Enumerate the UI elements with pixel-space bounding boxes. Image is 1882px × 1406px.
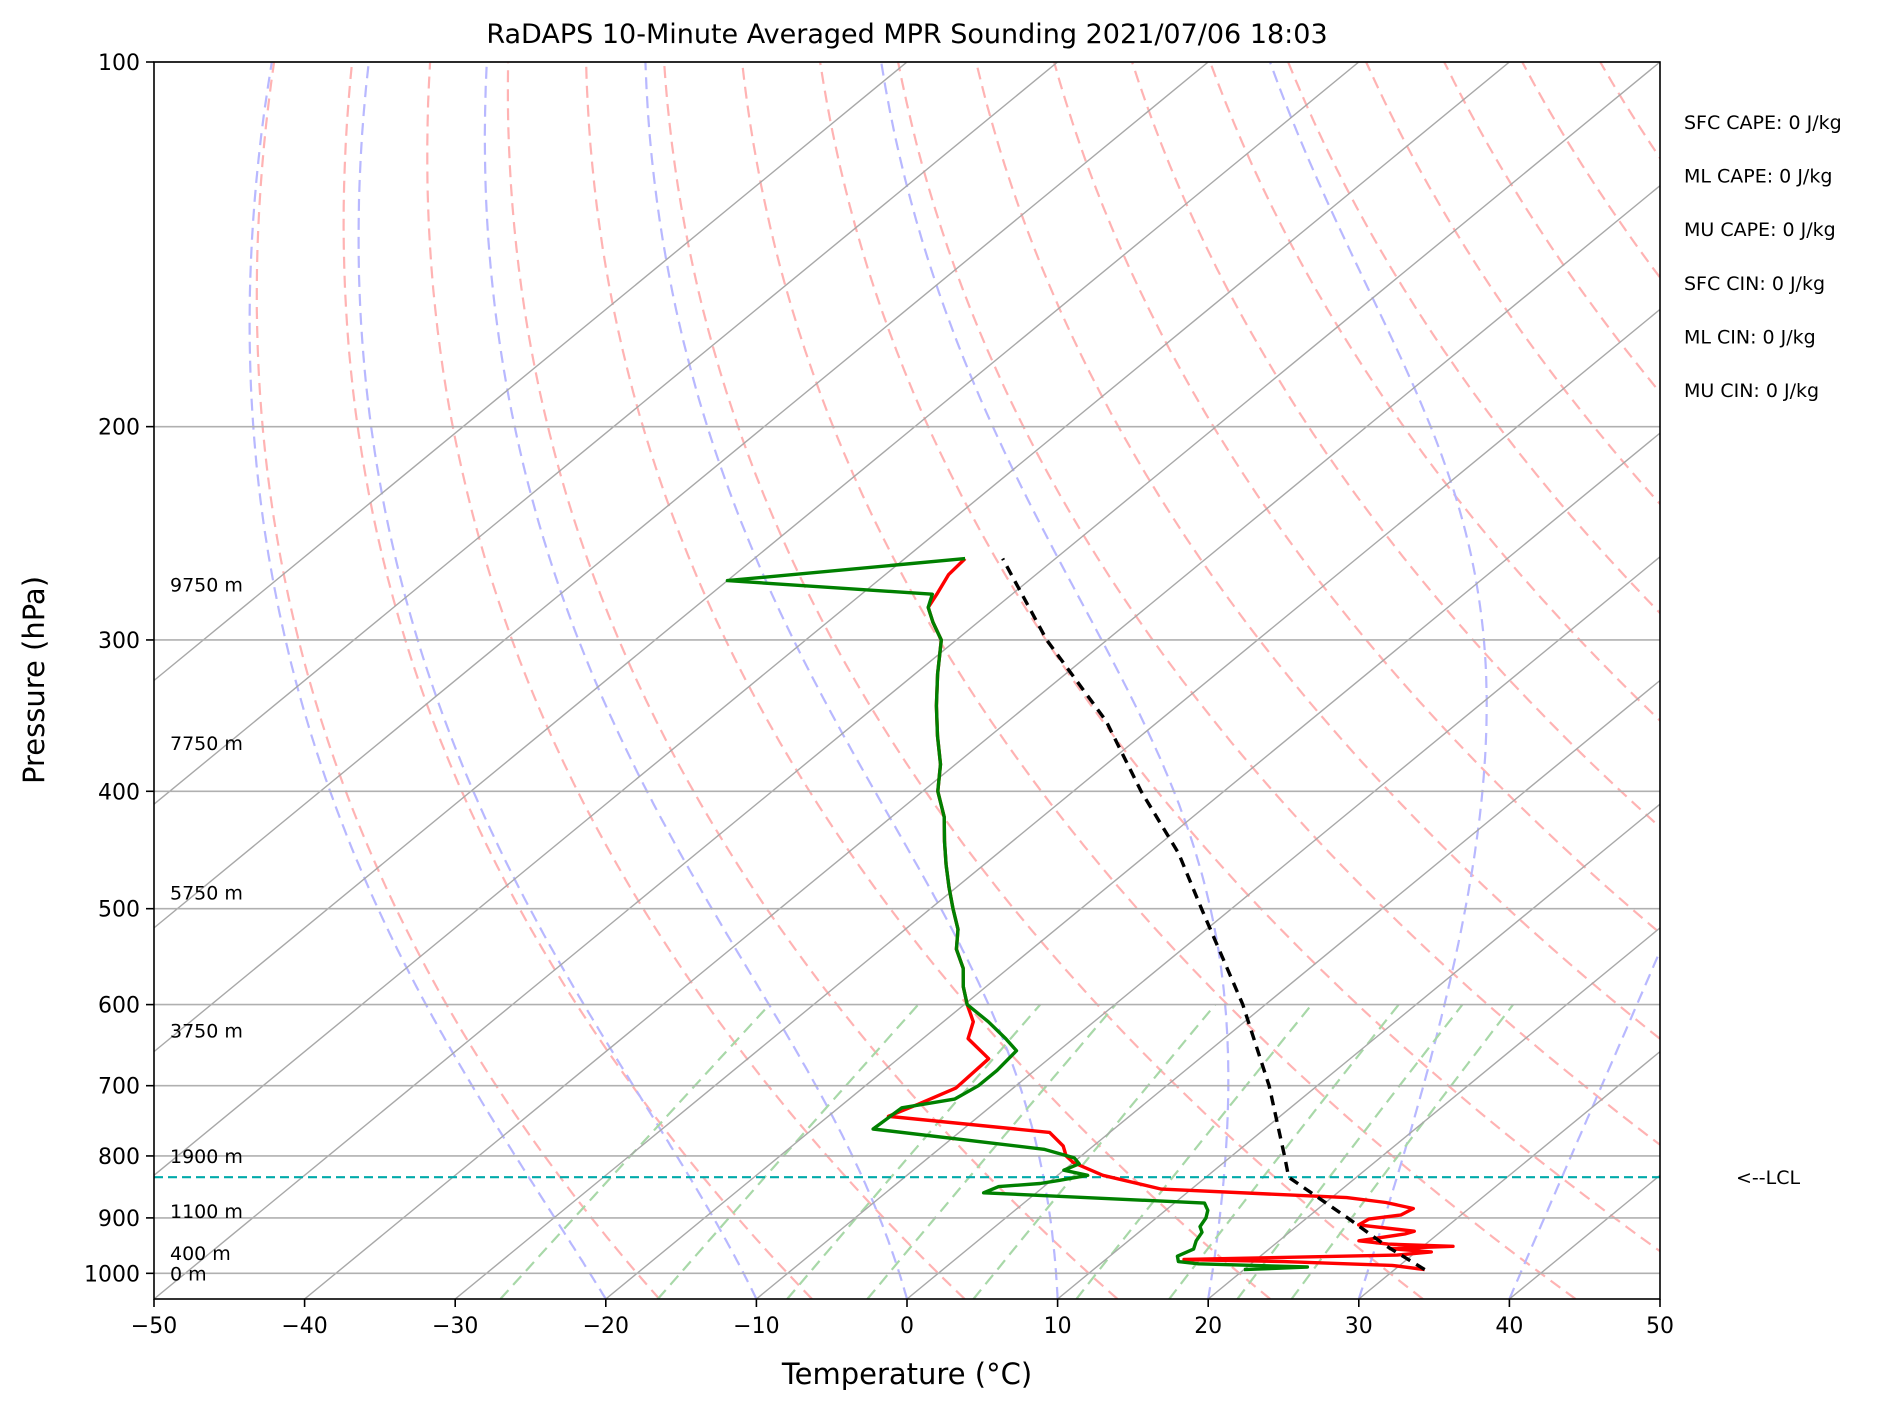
moist-adiabat-line (1659, 1296, 1660, 1299)
isotherm-line (154, 62, 1510, 1177)
moist-adiabat-line (357, 62, 758, 1299)
mixing-ratio-line (1075, 1003, 1313, 1299)
x-tick-label: 40 (1495, 1314, 1523, 1339)
mixing-ratio-line (786, 1003, 1042, 1299)
isotherm-line (605, 432, 1660, 1299)
x-tick-label: 50 (1646, 1314, 1674, 1339)
dry-adiabat-line (741, 62, 1577, 1299)
dry-adiabat-line (1131, 62, 1660, 829)
x-tick-label: 30 (1345, 1314, 1373, 1339)
height-label: 7750 m (170, 733, 243, 755)
isotherm-line (1508, 1174, 1660, 1299)
y-tick-label: 100 (98, 51, 140, 76)
isotherm-line (755, 555, 1660, 1299)
y-tick-label: 200 (98, 416, 140, 441)
moist-adiabat-line (248, 62, 607, 1299)
isotherm-line (154, 62, 1660, 1299)
y-tick-label: 500 (98, 898, 140, 923)
chart-title: RaDAPS 10-Minute Averaged MPR Sounding 2… (486, 19, 1327, 50)
dry-adiabat-line (1521, 62, 1660, 280)
height-label: 400 m (170, 1243, 231, 1265)
x-tick-label: −30 (432, 1314, 478, 1339)
dry-adiabat-line (975, 62, 1660, 1041)
dry-adiabat-line (585, 62, 1271, 1299)
sounding-series-2 (725, 556, 1310, 1272)
moist-adiabat-line (1508, 948, 1660, 1299)
isotherm-line (154, 62, 1360, 1053)
y-tick-label: 600 (98, 994, 140, 1019)
x-tick-label: −50 (131, 1314, 177, 1339)
y-tick-label: 300 (98, 629, 140, 654)
isotherm-line (1358, 1050, 1660, 1299)
mixing-ratio-line (972, 1003, 1217, 1299)
height-label: 1900 m (170, 1146, 243, 1168)
y-tick-label: 900 (98, 1207, 140, 1232)
dry-adiabat-line (819, 62, 1660, 1253)
sounding-series-3 (1001, 557, 1426, 1272)
y-tick-label: 1000 (84, 1262, 140, 1287)
isotherm-line (154, 62, 1209, 929)
dry-adiabat-line (342, 62, 813, 1299)
y-tick-label: 400 (98, 780, 140, 805)
dry-adiabat-line (255, 62, 661, 1299)
isotherm-line (154, 62, 908, 682)
height-label: 3750 m (170, 1020, 243, 1042)
dry-adiabat-line (506, 62, 1119, 1299)
dry-adiabat-line (426, 62, 966, 1299)
dry-adiabat-line (663, 62, 1424, 1299)
dry-adiabat-line (897, 62, 1660, 1147)
stability-index-text: SFC CAPE: 0 J/kg (1684, 112, 1842, 134)
dry-adiabat-line (1365, 62, 1660, 506)
moist-adiabat-line (644, 62, 1059, 1299)
x-axis-label: Temperature (°C) (781, 1357, 1032, 1391)
pressure-gridlines (154, 61, 1660, 1275)
x-tick-label: 10 (1044, 1314, 1072, 1339)
x-tick-label: −20 (583, 1314, 629, 1339)
mixing-ratio-line (656, 1003, 920, 1299)
dry-adiabat-line (1287, 62, 1660, 615)
height-label: 0 m (170, 1263, 207, 1285)
isotherm-line (304, 184, 1660, 1299)
x-tick-label: −40 (281, 1314, 327, 1339)
x-tick-label: −10 (733, 1314, 779, 1339)
stability-indices: SFC CAPE: 0 J/kg ML CAPE: 0 J/kg MU CAPE: … (1684, 112, 1842, 402)
isotherm-line (906, 679, 1660, 1299)
x-tick-label: 20 (1194, 1314, 1222, 1339)
background-lines (154, 62, 1882, 1299)
x-axis-ticks: −50 −40 −30 −20 −10 0 10 20 30 40 50 (131, 1299, 1674, 1339)
dry-adiabat-line (1599, 62, 1660, 161)
moist-adiabat-line (483, 62, 909, 1299)
height-label: 9750 m (170, 575, 243, 597)
mixing-ratio-line (866, 1003, 1117, 1299)
height-label: 5750 m (170, 883, 243, 905)
mixing-ratio-line (1168, 1003, 1400, 1299)
isotherm-line (1207, 926, 1660, 1299)
stability-index-text: ML CAPE: 0 J/kg (1684, 166, 1832, 188)
moist-adiabat-line (880, 62, 1230, 1299)
y-axis-label: Pressure (hPa) (17, 576, 51, 784)
height-labels: 9750 m 7750 m 5750 m 3750 m 1900 m 1100 m 400 … (170, 575, 243, 1286)
lcl-label: <--LCL (1736, 1167, 1800, 1189)
series-layer (725, 556, 1455, 1272)
stability-index-text: MU CIN: 0 J/kg (1684, 380, 1819, 402)
isotherm-line (154, 62, 1059, 806)
isotherm-line (454, 308, 1660, 1299)
mixing-ratio-line (1236, 1003, 1464, 1299)
y-tick-label: 700 (98, 1075, 140, 1100)
height-label: 1100 m (170, 1201, 243, 1223)
stability-index-text: SFC CIN: 0 J/kg (1684, 273, 1825, 295)
y-axis-ticks: 100 200 300 400 500 600 700 800 900 1000 (84, 51, 154, 1287)
x-tick-label: 0 (900, 1314, 914, 1339)
mixing-ratio-line (1290, 1003, 1514, 1299)
dry-adiabat-line (1678, 62, 1882, 1299)
dry-adiabat-line (1209, 62, 1660, 723)
stability-index-text: MU CAPE: 0 J/kg (1684, 219, 1836, 241)
isotherm-line (1057, 803, 1660, 1299)
isotherm-line (1659, 1298, 1660, 1299)
moist-adiabat-line (1268, 62, 1488, 1299)
stability-index-text: ML CIN: 0 J/kg (1684, 326, 1816, 348)
dry-adiabat-line (1053, 62, 1660, 935)
y-tick-label: 800 (98, 1145, 140, 1170)
